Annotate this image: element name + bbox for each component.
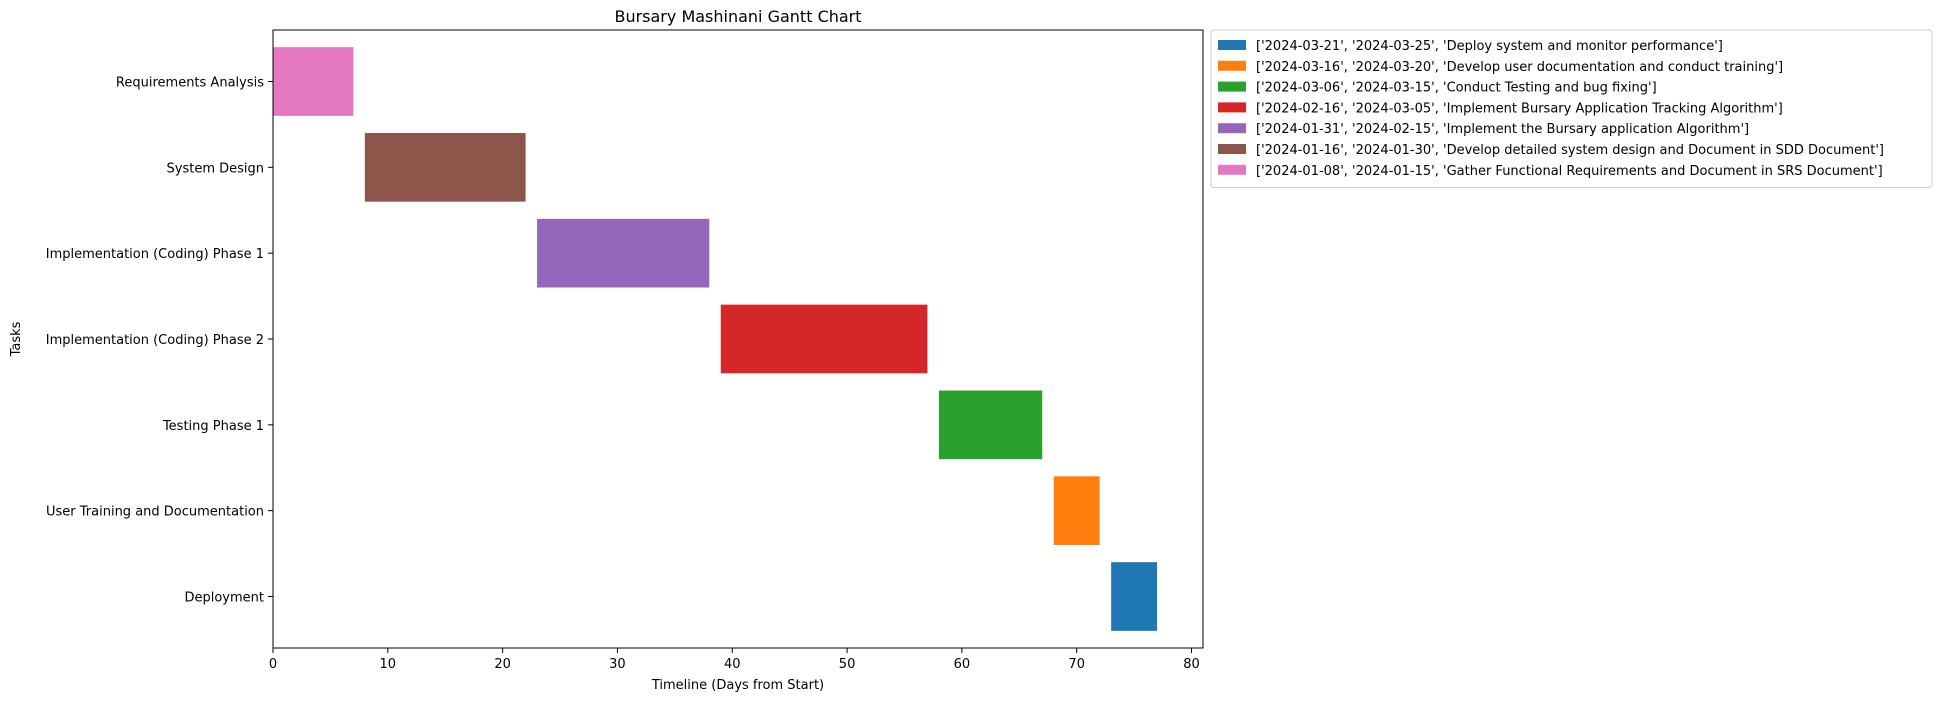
legend-label: ['2024-03-06', '2024-03-15', 'Conduct Te… — [1256, 81, 1657, 96]
gantt-bar — [273, 47, 354, 116]
y-axis-ticks: Requirements Analysis System Design Implem… — [46, 76, 273, 606]
y-tick-label: User Training and Documentation — [46, 505, 264, 520]
plot-area-frame — [272, 29, 1204, 649]
x-tick-label: 60 — [954, 657, 971, 672]
x-axis-ticks: 0 10 20 30 40 50 60 70 80 — [269, 648, 1200, 672]
x-tick-label: 70 — [1068, 657, 1085, 672]
legend-swatch — [1218, 81, 1246, 92]
legend-label: ['2024-02-16', '2024-03-05', 'Implement … — [1256, 101, 1783, 116]
y-tick-label: Implementation (Coding) Phase 2 — [46, 333, 264, 348]
chart-title: Bursary Mashinani Gantt Chart — [614, 7, 861, 26]
legend-swatch — [1218, 102, 1246, 113]
gantt-bar — [720, 304, 928, 374]
gantt-bar — [364, 133, 526, 202]
y-tick-label: Implementation (Coding) Phase 1 — [46, 247, 264, 262]
legend-swatch — [1218, 123, 1246, 134]
y-tick-label: Testing Phase 1 — [162, 419, 264, 434]
legend-label: ['2024-01-31', '2024-02-15', 'Implement … — [1256, 122, 1749, 137]
y-tick-label: Deployment — [184, 591, 264, 606]
x-tick-label: 30 — [609, 657, 626, 672]
x-axis-label: Timeline (Days from Start) — [651, 678, 824, 693]
legend: ['2024-03-21', '2024-03-25', 'Deploy sys… — [1210, 29, 1933, 189]
x-tick-label: 80 — [1183, 657, 1200, 672]
gantt-bar — [1111, 562, 1158, 631]
x-tick-label: 20 — [494, 657, 511, 672]
gantt-bar — [1053, 476, 1100, 545]
legend-swatch — [1218, 164, 1246, 175]
y-tick-label: Requirements Analysis — [116, 76, 264, 91]
legend-swatch — [1218, 60, 1246, 71]
legend-label: ['2024-03-16', '2024-03-20', 'Develop us… — [1256, 60, 1783, 75]
x-tick-label: 40 — [724, 657, 741, 672]
x-tick-label: 0 — [269, 657, 277, 672]
legend-box — [1210, 29, 1933, 189]
legend-swatch — [1218, 144, 1246, 154]
legend-label: ['2024-01-08', '2024-01-15', 'Gather Fun… — [1256, 164, 1883, 179]
gantt-bar — [938, 390, 1043, 460]
bars-layer — [273, 47, 1158, 631]
y-tick-label: System Design — [167, 161, 265, 176]
gantt-bar — [537, 218, 710, 288]
legend-label: ['2024-03-21', '2024-03-25', 'Deploy sys… — [1256, 39, 1723, 54]
x-tick-label: 50 — [839, 657, 856, 672]
x-tick-label: 10 — [380, 657, 397, 672]
y-axis-label: Tasks — [9, 321, 24, 357]
legend-swatch — [1218, 40, 1246, 50]
legend-label: ['2024-01-16', '2024-01-30', 'Develop de… — [1256, 143, 1884, 158]
